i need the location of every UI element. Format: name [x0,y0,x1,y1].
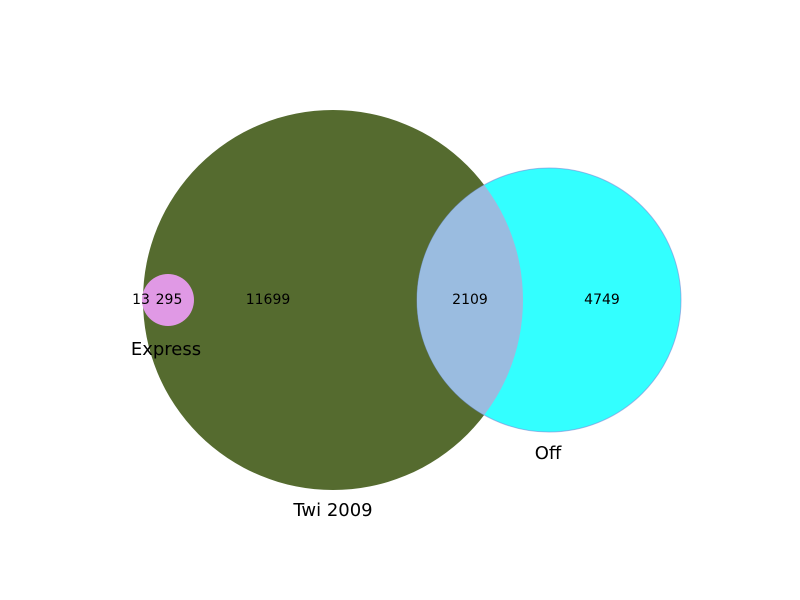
region-label-off-only: 4749 [584,292,620,308]
region-label-twi-only: 11699 [246,292,291,308]
set-label-express: Express [131,339,201,360]
set-circle-twi [143,110,523,490]
set-circle-express [142,274,194,326]
region-label-twi-off: 2109 [452,292,488,308]
set-label-off: Off [535,443,562,464]
intersection-twi-off [417,168,523,432]
region-label-twi-express: 295 [156,292,183,308]
region-label-express-only: 13 [132,292,150,308]
set-label-twi: Twi 2009 [292,500,372,521]
